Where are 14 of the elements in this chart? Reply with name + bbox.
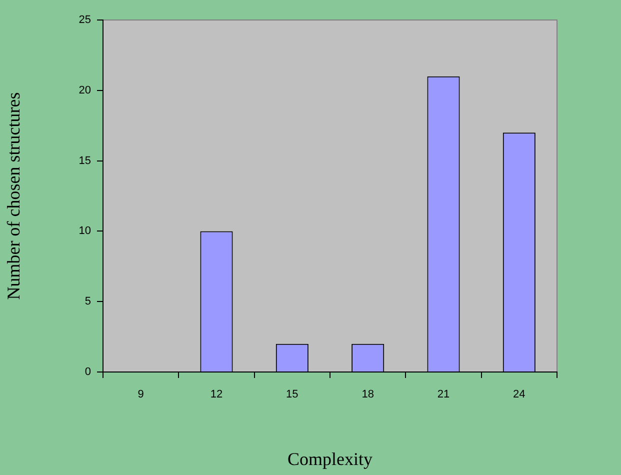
x-axis-title: Complexity — [288, 448, 372, 469]
y-tick-label: 25 — [78, 14, 91, 26]
x-tick-label: 9 — [138, 388, 144, 401]
x-tick-label: 24 — [513, 388, 526, 401]
x-tick-label: 12 — [210, 388, 223, 401]
y-tick-label: 0 — [84, 366, 91, 378]
y-tick-label: 10 — [78, 225, 91, 238]
x-tick-label: 15 — [286, 388, 298, 401]
y-tick-label: 20 — [78, 84, 91, 96]
y-axis-title: Number of chosen structures — [4, 92, 24, 300]
y-tick-label: 5 — [84, 296, 91, 308]
y-tick-label: 15 — [78, 154, 91, 167]
x-tick-label: 21 — [437, 388, 450, 401]
x-tick-label: 18 — [362, 388, 374, 401]
